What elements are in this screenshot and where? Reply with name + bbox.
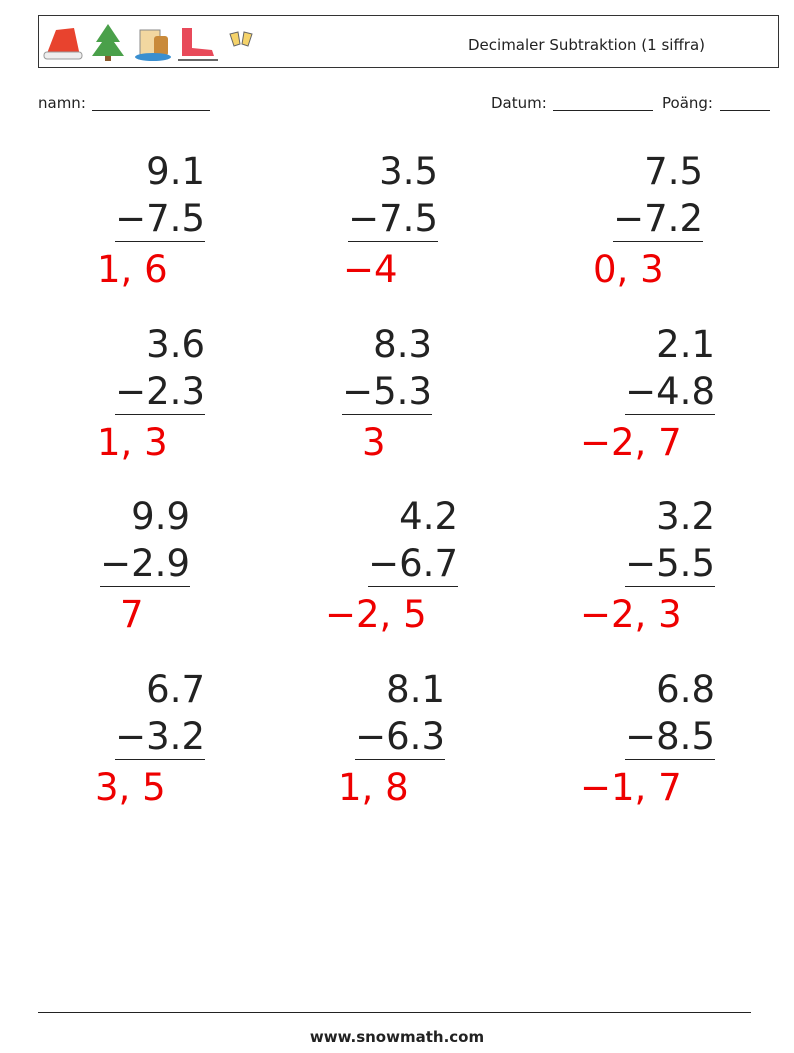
subtrahend: −5.3	[342, 369, 432, 415]
minuend: 3.6	[146, 322, 205, 366]
footer-url: www.snowmath.com	[309, 1028, 485, 1046]
header-box	[38, 15, 779, 68]
answer: −2, 5	[325, 593, 427, 636]
subtrahend: −6.3	[355, 714, 445, 760]
answer: 3, 5	[95, 765, 166, 809]
minuend: 9.1	[146, 150, 205, 193]
minuend: 3.2	[656, 495, 715, 538]
answer: 1, 8	[338, 765, 409, 809]
minuend: 2.1	[656, 322, 715, 366]
minuend: 3.5	[379, 150, 438, 193]
answer: 3	[362, 420, 386, 464]
minuend: 6.8	[656, 667, 715, 711]
subtrahend: −2.9	[100, 542, 190, 587]
name-label: namn:	[38, 94, 86, 112]
answer: 0, 3	[593, 248, 664, 291]
name-line	[92, 110, 210, 111]
subtrahend: −5.5	[625, 542, 715, 587]
subtrahend: −6.7	[368, 542, 458, 587]
answer: −2, 7	[580, 420, 682, 464]
minuend: 4.2	[399, 495, 458, 538]
date-label: Datum:	[491, 94, 547, 112]
minuend: 7.5	[644, 150, 703, 193]
minuend: 6.7	[146, 667, 205, 711]
answer: −4	[343, 248, 398, 291]
icons	[43, 24, 253, 61]
subtrahend: −7.2	[613, 197, 703, 242]
answer: −1, 7	[580, 765, 682, 809]
subtrahend: −7.5	[348, 197, 438, 242]
minuend: 9.9	[131, 495, 190, 538]
subtrahend: −3.2	[115, 714, 205, 760]
minuend: 8.3	[373, 322, 432, 366]
subtrahend: −2.3	[115, 369, 205, 415]
date-line	[553, 110, 653, 111]
minuend: 8.1	[386, 667, 445, 711]
answer: −2, 3	[580, 593, 682, 636]
answer: 7	[120, 593, 144, 636]
subtrahend: −8.5	[625, 714, 715, 760]
subtrahend: −4.8	[625, 369, 715, 415]
score-label: Poäng:	[662, 94, 713, 112]
score-line	[720, 110, 770, 111]
answer: 1, 3	[97, 420, 168, 464]
answer: 1, 6	[97, 248, 168, 291]
footer-line	[38, 1012, 751, 1013]
subtrahend: −7.5	[115, 197, 205, 242]
title: Decimaler Subtraktion (1 siffra)	[468, 36, 705, 54]
